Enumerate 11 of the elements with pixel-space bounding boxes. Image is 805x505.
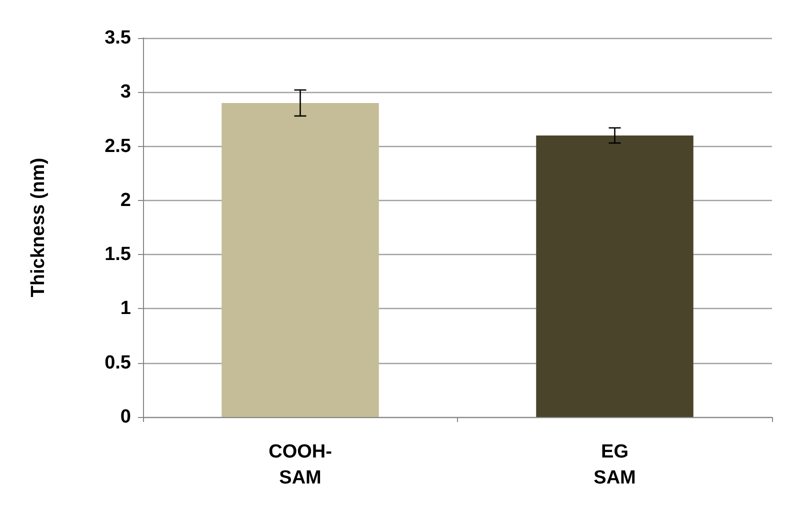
y-tick-label: 3.5	[104, 28, 132, 48]
y-tick-label: 1	[120, 298, 132, 320]
y-tick-label: 3	[120, 82, 131, 103]
y-tick-label: 2.5	[104, 136, 132, 157]
y-tick-label: 1.5	[104, 244, 132, 266]
y-tick-label: 2	[120, 190, 131, 211]
y-tick-label: 0	[120, 406, 131, 428]
x-tick-label: COOH- SAM	[268, 442, 332, 488]
x-tick-label: EG SAM	[594, 442, 636, 488]
y-axis-title: Thickness (nm)	[28, 158, 49, 298]
y-tick-label: 0.5	[104, 352, 132, 374]
